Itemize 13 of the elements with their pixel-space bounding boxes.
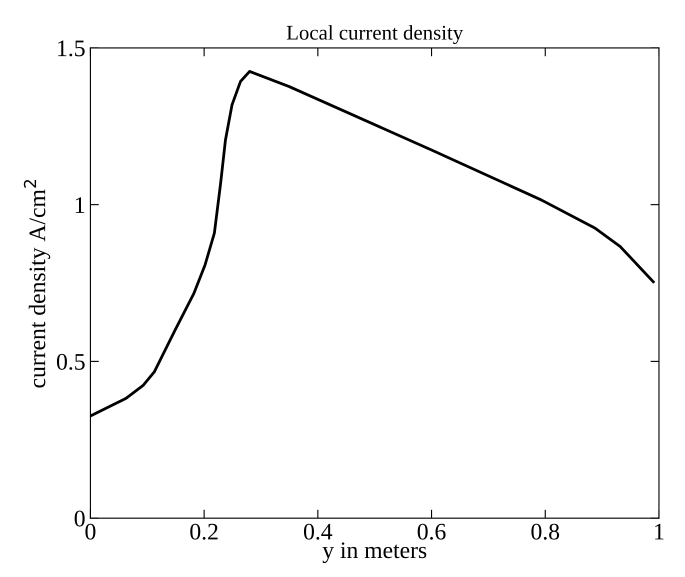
- x-axis-title: y in meters: [322, 542, 426, 564]
- x-tick-label: 0: [85, 524, 96, 540]
- y-axis-title: current density A/cm$^{2}$: [24, 180, 50, 388]
- y-tick-label: 0.5: [56, 354, 85, 370]
- y-tick-label: 0: [74, 510, 85, 527]
- y-tick-label: 1.5: [58, 40, 85, 56]
- x-tick-label: 0.4: [304, 524, 332, 540]
- x-tick-label: 0.6: [418, 524, 446, 540]
- x-tick-label: 0.8: [531, 524, 560, 540]
- x-tick-label: 0.2: [190, 524, 218, 540]
- x-tick-label: 1: [655, 524, 664, 540]
- y-tick-label: 1: [76, 197, 84, 213]
- chart-title: Local current density: [286, 25, 464, 44]
